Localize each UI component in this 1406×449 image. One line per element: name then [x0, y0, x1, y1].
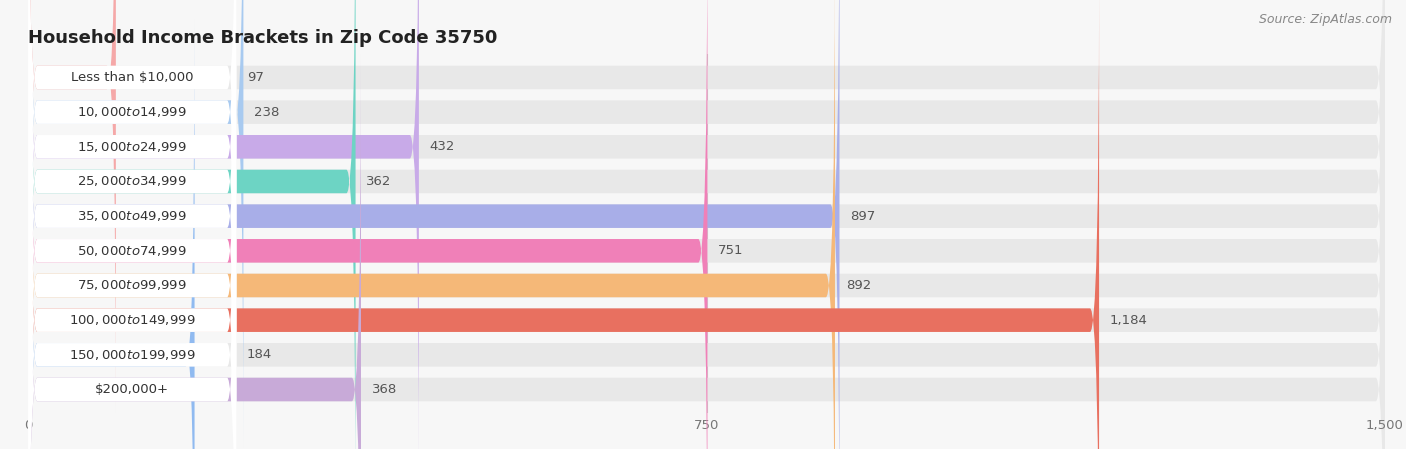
Text: $35,000 to $49,999: $35,000 to $49,999 — [77, 209, 187, 223]
FancyBboxPatch shape — [28, 0, 835, 449]
Text: Less than $10,000: Less than $10,000 — [70, 71, 194, 84]
FancyBboxPatch shape — [28, 0, 236, 449]
Text: $25,000 to $34,999: $25,000 to $34,999 — [77, 175, 187, 189]
FancyBboxPatch shape — [28, 0, 839, 449]
Text: 751: 751 — [718, 244, 744, 257]
FancyBboxPatch shape — [28, 0, 1385, 449]
Text: 892: 892 — [846, 279, 872, 292]
FancyBboxPatch shape — [28, 20, 194, 449]
Text: 184: 184 — [247, 348, 273, 361]
Text: Household Income Brackets in Zip Code 35750: Household Income Brackets in Zip Code 35… — [28, 29, 498, 47]
FancyBboxPatch shape — [28, 0, 1385, 449]
FancyBboxPatch shape — [28, 0, 236, 449]
FancyBboxPatch shape — [28, 0, 236, 449]
FancyBboxPatch shape — [28, 0, 115, 412]
FancyBboxPatch shape — [28, 0, 419, 449]
Text: 368: 368 — [371, 383, 396, 396]
Text: $50,000 to $74,999: $50,000 to $74,999 — [77, 244, 187, 258]
Text: 432: 432 — [430, 140, 456, 153]
Text: $10,000 to $14,999: $10,000 to $14,999 — [77, 105, 187, 119]
FancyBboxPatch shape — [28, 55, 236, 449]
Text: $75,000 to $99,999: $75,000 to $99,999 — [77, 278, 187, 292]
FancyBboxPatch shape — [28, 0, 1385, 412]
FancyBboxPatch shape — [28, 55, 361, 449]
FancyBboxPatch shape — [28, 20, 236, 449]
FancyBboxPatch shape — [28, 0, 1385, 449]
FancyBboxPatch shape — [28, 0, 236, 412]
FancyBboxPatch shape — [28, 0, 1385, 449]
FancyBboxPatch shape — [28, 0, 1385, 449]
Text: Source: ZipAtlas.com: Source: ZipAtlas.com — [1258, 13, 1392, 26]
Text: $100,000 to $149,999: $100,000 to $149,999 — [69, 313, 195, 327]
FancyBboxPatch shape — [28, 0, 1385, 449]
Text: $15,000 to $24,999: $15,000 to $24,999 — [77, 140, 187, 154]
FancyBboxPatch shape — [28, 55, 1385, 449]
Text: $200,000+: $200,000+ — [96, 383, 169, 396]
FancyBboxPatch shape — [28, 0, 236, 449]
Text: $150,000 to $199,999: $150,000 to $199,999 — [69, 348, 195, 362]
FancyBboxPatch shape — [28, 0, 236, 447]
FancyBboxPatch shape — [28, 20, 1385, 449]
FancyBboxPatch shape — [28, 0, 356, 449]
FancyBboxPatch shape — [28, 0, 236, 449]
Text: 1,184: 1,184 — [1109, 314, 1147, 327]
Text: 897: 897 — [851, 210, 876, 223]
Text: 362: 362 — [367, 175, 392, 188]
Text: 97: 97 — [247, 71, 264, 84]
FancyBboxPatch shape — [28, 0, 236, 449]
FancyBboxPatch shape — [28, 0, 1099, 449]
FancyBboxPatch shape — [28, 0, 1385, 447]
FancyBboxPatch shape — [28, 0, 243, 447]
Text: 238: 238 — [254, 106, 280, 119]
FancyBboxPatch shape — [28, 0, 707, 449]
